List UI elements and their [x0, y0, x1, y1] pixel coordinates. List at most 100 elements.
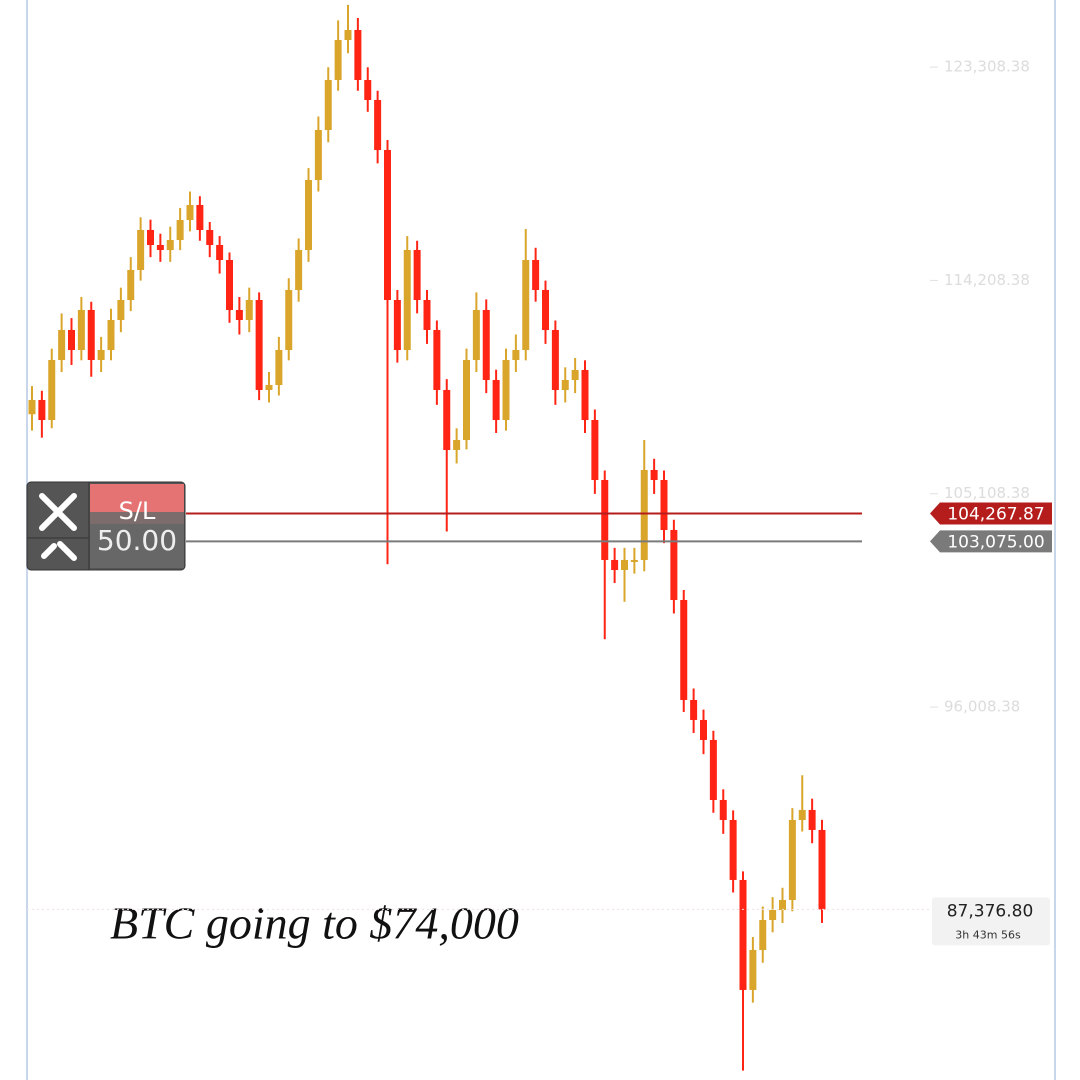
candle-body	[127, 269, 135, 300]
candle-body	[235, 309, 243, 320]
candle-body	[630, 559, 638, 562]
candle-body	[137, 229, 145, 270]
tools-icon	[39, 493, 77, 531]
candle-body	[759, 919, 767, 950]
candle-body	[226, 260, 233, 310]
candle-body	[532, 260, 540, 290]
candle-body	[571, 369, 579, 380]
y-tick-label: 114,208.38	[944, 271, 1030, 289]
candle-body	[403, 249, 411, 350]
candle-body	[779, 899, 786, 910]
candle-body	[285, 289, 293, 350]
candle-body	[384, 149, 391, 300]
candle-body	[502, 359, 510, 420]
candle-body	[512, 349, 520, 360]
candle-body	[472, 309, 480, 360]
candle-body	[314, 129, 322, 180]
candle-body	[591, 419, 599, 480]
countdown: 3h 43m 56s	[955, 928, 1021, 941]
order-label: 103,075.00	[947, 532, 1044, 552]
candle-body	[38, 399, 46, 420]
candle-body	[107, 319, 115, 350]
order-tag	[930, 530, 1052, 553]
candle-body	[739, 879, 747, 990]
candle-body	[423, 299, 431, 330]
candle-body	[601, 479, 609, 560]
candle-body	[551, 329, 559, 390]
candle-body	[680, 599, 688, 700]
candle-body	[334, 39, 342, 80]
candle-body	[176, 219, 184, 240]
candle-body	[156, 244, 164, 250]
candle-body	[324, 79, 332, 130]
candle-body	[818, 829, 826, 910]
candle-body	[48, 359, 56, 420]
price-tag	[932, 897, 1050, 946]
candle-body	[77, 309, 85, 350]
candle-body	[275, 349, 283, 385]
sl-widget[interactable]: S/L 50.00	[26, 481, 186, 571]
candle-body	[186, 204, 194, 220]
candle-body	[542, 289, 549, 330]
widget-bottom-label: 50.00	[97, 524, 177, 557]
candle-body	[97, 349, 105, 360]
candle-body	[650, 469, 658, 480]
candle-body	[255, 299, 263, 390]
candle-body	[709, 739, 717, 800]
y-tick-label: 105,108.38	[944, 484, 1030, 502]
candle-body	[206, 229, 214, 245]
candle-body	[433, 329, 441, 390]
candle-body	[581, 369, 589, 420]
candle-body	[374, 100, 382, 150]
candle-body	[492, 379, 500, 420]
widget-top-label: S/L	[119, 497, 156, 525]
candle-body	[265, 384, 273, 390]
candle-body	[305, 179, 312, 250]
candle-body	[611, 559, 619, 570]
candle-body	[87, 309, 95, 360]
candle-body	[443, 389, 451, 450]
candle-body	[749, 949, 757, 990]
order-label: 104,267.87	[947, 504, 1044, 524]
candle-body	[719, 799, 727, 820]
candle-body	[354, 30, 362, 80]
candle-body	[690, 699, 698, 720]
candle-body	[28, 399, 36, 415]
candle-body	[788, 819, 796, 900]
candle-body	[147, 229, 154, 245]
candle-body	[798, 809, 806, 820]
y-tick-label: 96,008.38	[944, 698, 1020, 716]
y-tick-label: 123,308.38	[944, 58, 1030, 76]
candle-body	[660, 479, 668, 530]
candle-body	[117, 299, 125, 320]
annotation: BTC going to $74,000	[110, 898, 519, 949]
candle-body	[453, 439, 461, 450]
candle-body	[621, 559, 628, 570]
candle-body	[166, 239, 174, 250]
price-label: 87,376.80	[947, 901, 1034, 921]
candle-body	[482, 309, 490, 380]
candle-body	[295, 249, 303, 290]
candle-body	[729, 819, 737, 880]
order-tag	[930, 502, 1052, 525]
candle-body	[245, 299, 253, 320]
pin-icon	[41, 541, 77, 561]
candle-body	[700, 719, 707, 740]
candle-body	[463, 359, 470, 440]
candle-body	[58, 329, 66, 360]
candle-body	[808, 809, 816, 830]
candle-body	[769, 909, 777, 920]
candle-body	[413, 249, 421, 300]
candle-body	[393, 299, 401, 350]
candle-body	[68, 329, 75, 350]
candle-body	[216, 244, 224, 261]
widget-bottom	[90, 512, 184, 568]
candle-body	[344, 30, 352, 40]
candle-body	[364, 79, 372, 101]
candle-body	[670, 529, 678, 600]
candle-body	[640, 469, 648, 560]
candle-body	[196, 204, 204, 230]
candle-body	[561, 379, 569, 390]
